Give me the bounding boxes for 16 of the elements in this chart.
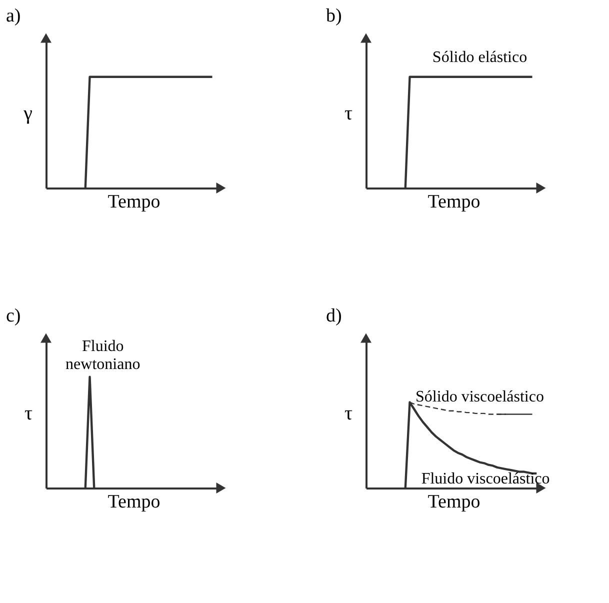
chart-title: c) (6, 305, 21, 326)
y-axis-title: τ (344, 402, 352, 424)
x-axis-title: Tempo (108, 492, 160, 512)
x-axis-title: Tempo (108, 192, 160, 212)
y-axis-title: γ (22, 102, 33, 124)
x-axis-title: Tempo (428, 492, 480, 512)
text: Fluido newtoniano (66, 338, 140, 373)
x-axis-title: Tempo (428, 192, 480, 212)
y-axis-title: τ (344, 102, 352, 124)
y-axis-title: τ (24, 402, 32, 424)
series-label: Fluido viscoelástico (421, 470, 550, 488)
series-label: Sólido viscoelástico (416, 388, 544, 406)
chart-title: b) (326, 5, 342, 26)
chart-title: a) (6, 5, 21, 26)
chart-title: d) (326, 305, 342, 326)
text: Sólido elástico (432, 48, 528, 66)
